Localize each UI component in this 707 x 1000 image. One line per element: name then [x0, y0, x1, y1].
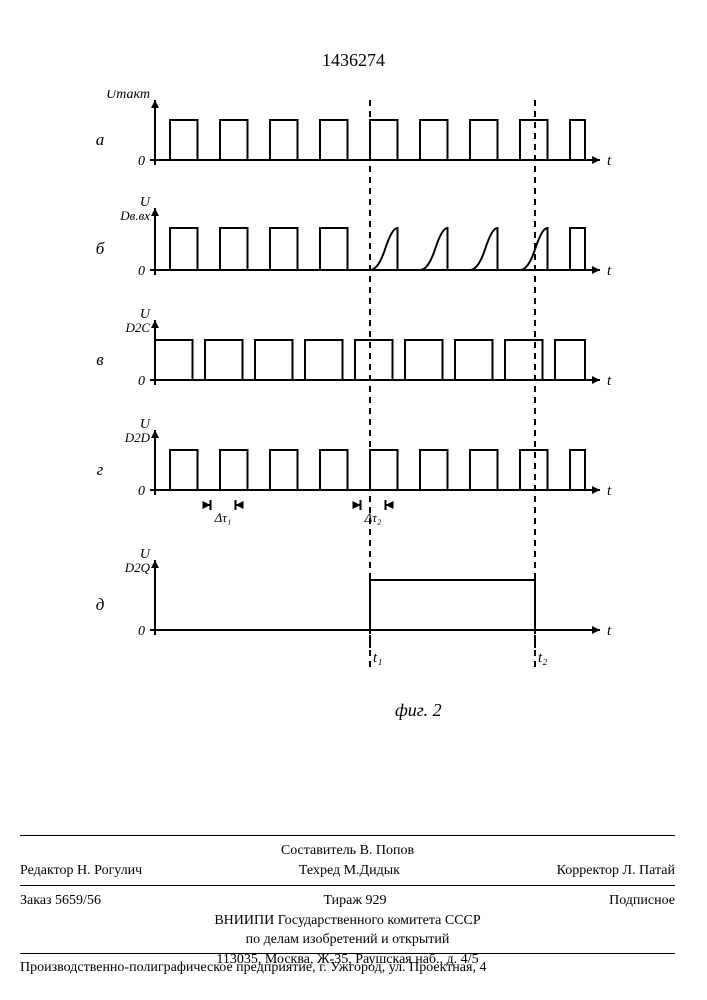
org-line2: по делам изобретений и открытий — [20, 930, 675, 950]
svg-text:б: б — [96, 239, 105, 258]
svg-text:Δτ₂: Δτ₂ — [364, 510, 382, 525]
svg-text:D2D: D2D — [124, 430, 151, 445]
svg-text:t: t — [607, 153, 612, 169]
svg-text:д: д — [96, 595, 105, 614]
org-line1: ВНИИПИ Государственного комитета СССР — [20, 911, 675, 931]
svg-text:0: 0 — [138, 484, 145, 499]
svg-text:D2С: D2С — [124, 320, 150, 335]
svg-text:в: в — [96, 350, 104, 369]
svg-text:t₁: t₁ — [373, 650, 382, 666]
bottom-enterprise: Производственно-полиграфическое предприя… — [20, 953, 675, 976]
subscription: Подписное — [609, 891, 675, 911]
footer-block: Составитель В. Попов Редактор Н. Рогулич… — [20, 830, 675, 970]
svg-text:Dв.вх: Dв.вх — [119, 208, 150, 223]
svg-text:Uтакт: Uтакт — [106, 90, 150, 102]
svg-text:а: а — [96, 130, 105, 149]
svg-text:0: 0 — [138, 624, 145, 639]
corrector: Корректор Л. Патай — [557, 861, 675, 881]
tech: Техред М.Дидык — [299, 861, 400, 881]
document-number: 1436274 — [0, 50, 707, 71]
svg-text:0: 0 — [138, 374, 145, 389]
svg-text:D2Q: D2Q — [124, 560, 151, 575]
svg-text:t₂: t₂ — [538, 650, 547, 666]
svg-text:0: 0 — [138, 154, 145, 169]
compiler: Составитель В. Попов — [20, 841, 675, 861]
circulation: Тираж 929 — [323, 891, 386, 911]
svg-text:Δτ₁: Δτ₁ — [214, 510, 232, 525]
svg-text:0: 0 — [138, 264, 145, 279]
editor: Редактор Н. Рогулич — [20, 861, 142, 881]
figure-2: 0tаUтакт0tбUDв.вх0tвUD2С0tгUD2DΔτ₁Δτ₂0tд… — [95, 90, 625, 710]
order: Заказ 5659/56 — [20, 891, 101, 911]
timing-diagram-svg: 0tаUтакт0tбUDв.вх0tвUD2С0tгUD2DΔτ₁Δτ₂0tд… — [95, 90, 625, 730]
figure-caption: фиг. 2 — [395, 700, 442, 721]
svg-text:г: г — [97, 460, 104, 479]
svg-text:t: t — [607, 623, 612, 639]
svg-text:t: t — [607, 373, 612, 389]
svg-text:t: t — [607, 483, 612, 499]
svg-text:t: t — [607, 263, 612, 279]
